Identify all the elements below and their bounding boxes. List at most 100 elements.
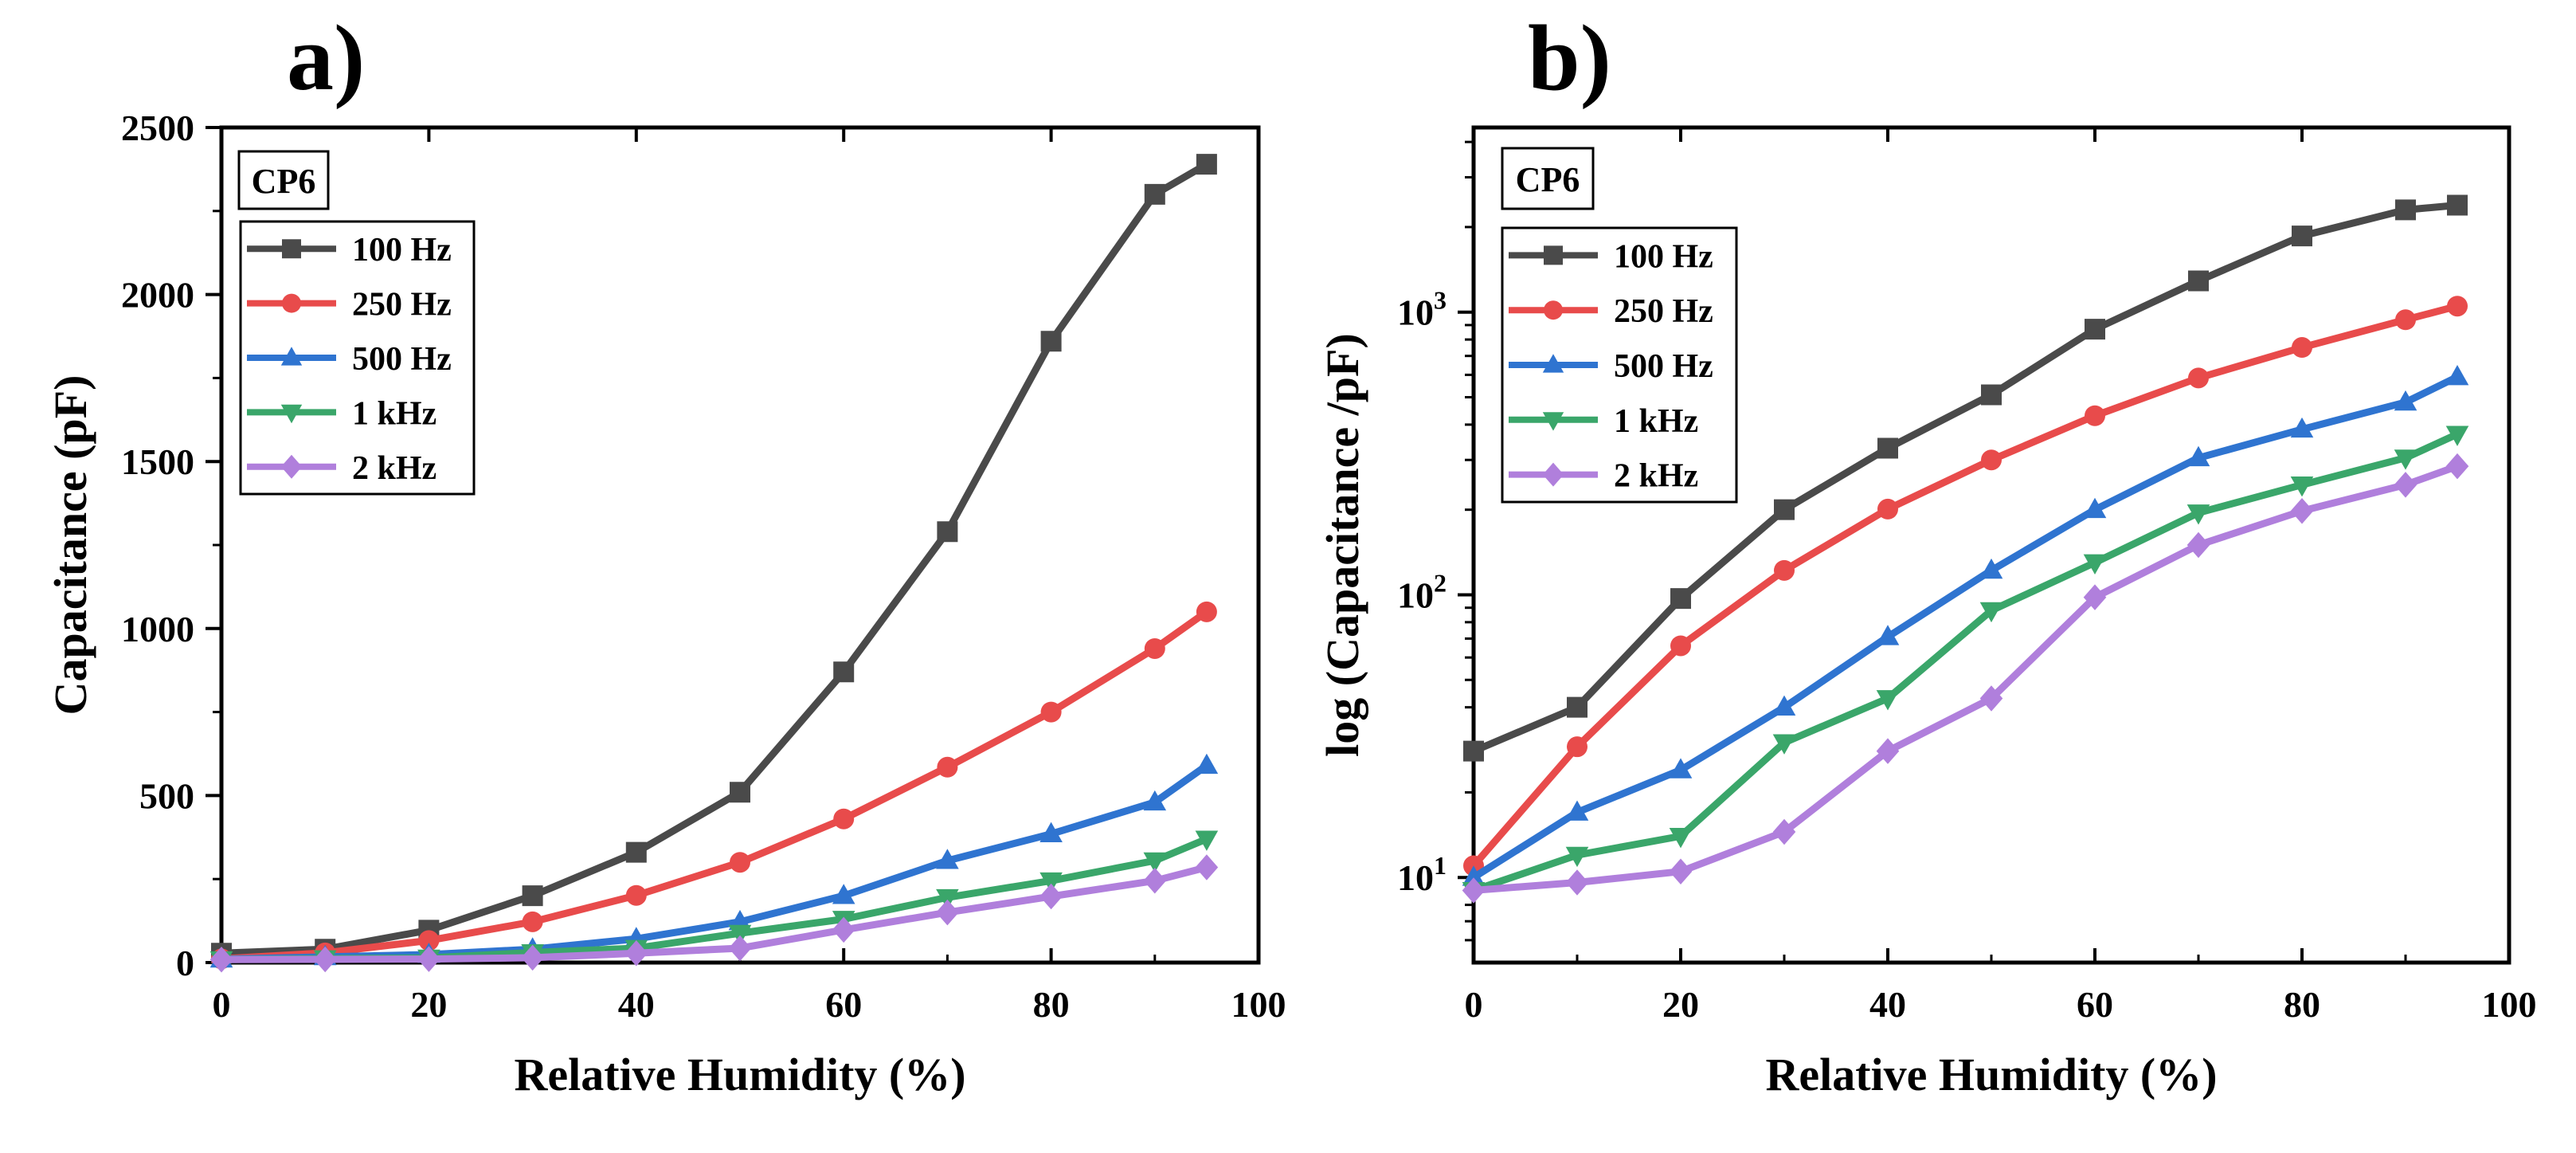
data-point xyxy=(1669,758,1693,778)
data-point xyxy=(522,885,543,907)
data-point xyxy=(832,884,855,904)
x-tick-label: 0 xyxy=(213,984,231,1025)
series-line xyxy=(221,762,1209,963)
data-point xyxy=(2395,199,2416,221)
data-point xyxy=(1774,559,1795,581)
legend-item: 100 Hz xyxy=(247,232,452,269)
legend-label: 2 kHz xyxy=(352,450,437,487)
data-point xyxy=(833,661,855,683)
y-axis-label: Capacitance (pF) xyxy=(45,375,96,716)
x-tick-label: 0 xyxy=(1465,984,1483,1025)
data-point xyxy=(313,946,337,973)
legend-item: 500 Hz xyxy=(247,341,452,378)
data-point xyxy=(1876,625,1900,645)
data-point xyxy=(2188,270,2209,292)
y-tick-label: 2000 xyxy=(121,275,194,316)
y-tick-label: 102 xyxy=(1397,568,1447,615)
x-tick-label: 40 xyxy=(618,984,655,1025)
data-point xyxy=(1565,846,1589,868)
data-point xyxy=(936,899,959,926)
data-point xyxy=(2394,390,2417,411)
y-tick-label: 500 xyxy=(139,775,194,816)
data-point xyxy=(2395,309,2416,331)
data-point xyxy=(1981,449,2002,471)
x-tick-label: 20 xyxy=(1662,984,1699,1025)
data-point xyxy=(1195,854,1219,880)
data-point xyxy=(1462,877,1486,904)
legend-marker xyxy=(282,293,301,313)
data-point xyxy=(730,782,750,803)
y-axis: 0 500 1000 1500 2000 2500 Capacitance (pF) xyxy=(45,108,221,983)
legend-marker xyxy=(1544,245,1563,265)
legend-marker xyxy=(282,239,301,259)
x-axis-label: Relative Humidity (%) xyxy=(514,1049,965,1100)
legend-label: 100 Hz xyxy=(1614,238,1713,275)
legend-label: 250 Hz xyxy=(1614,293,1713,330)
series-group xyxy=(1462,194,2469,904)
legend-marker xyxy=(1542,412,1564,431)
data-point xyxy=(209,946,233,973)
series-group xyxy=(209,154,1219,973)
x-axis-label: Relative Humidity (%) xyxy=(1765,1049,2217,1100)
legend-label: 1 kHz xyxy=(1614,403,1698,440)
legend-label: 500 Hz xyxy=(352,341,452,378)
panel-label: b) xyxy=(1528,6,1611,110)
y-axis-label: log (Capacitance /pF) xyxy=(1317,333,1368,757)
legend-title-frame xyxy=(1501,147,1595,210)
data-point xyxy=(625,841,647,863)
data-point xyxy=(832,916,855,943)
data-point xyxy=(936,849,959,869)
x-tick-label: 80 xyxy=(2284,984,2320,1025)
series-100-hz xyxy=(1463,194,2468,762)
legend: 100 Hz 250 Hz 500 Hz 1 kHz 2 kHz xyxy=(239,220,476,496)
legend-marker xyxy=(1542,462,1564,487)
x-axis: 0 20 40 60 80 100 Relative Humidity (%) xyxy=(1465,127,2537,1100)
data-point xyxy=(1565,800,1589,821)
legend-marker xyxy=(280,454,303,479)
data-point xyxy=(418,930,440,951)
data-point xyxy=(1144,183,1165,205)
legend-item: 1 kHz xyxy=(247,395,437,432)
data-point xyxy=(1143,868,1167,894)
y-tick-exponent: 2 xyxy=(1434,568,1447,597)
data-point xyxy=(417,946,440,972)
x-tick-label: 40 xyxy=(1869,984,1906,1025)
data-point xyxy=(1144,637,1165,659)
data-point xyxy=(2447,194,2468,216)
legend-item: 2 kHz xyxy=(247,450,437,487)
y-tick-exponent: 3 xyxy=(1434,286,1447,315)
data-point xyxy=(936,888,959,910)
data-point xyxy=(2085,405,2105,426)
legend-item: 2 kHz xyxy=(1509,458,1698,495)
series-2-khz xyxy=(209,854,1219,973)
legend-item: 500 Hz xyxy=(1509,348,1713,385)
data-point xyxy=(1143,790,1167,811)
legend-title-box: CP6 xyxy=(237,150,330,210)
legend-item: 1 kHz xyxy=(1509,403,1698,440)
y-tick-exponent: 1 xyxy=(1434,851,1447,880)
data-point xyxy=(1669,827,1693,849)
data-point xyxy=(2186,531,2210,559)
data-point xyxy=(1565,869,1589,896)
y-tick-label: 1000 xyxy=(121,609,194,649)
data-point xyxy=(1567,736,1587,758)
legend-title-frame xyxy=(237,150,330,210)
data-point xyxy=(2290,497,2314,524)
legend-label: 1 kHz xyxy=(352,395,437,432)
series-250-hz xyxy=(1463,296,2468,877)
legend-marker xyxy=(1542,354,1564,373)
data-point xyxy=(624,940,648,967)
data-point xyxy=(1195,830,1219,851)
data-point xyxy=(1772,695,1796,716)
data-point xyxy=(522,911,543,932)
data-point xyxy=(1039,883,1063,910)
data-point xyxy=(521,944,544,971)
data-point xyxy=(1039,872,1063,893)
legend-marker xyxy=(280,404,303,424)
data-point xyxy=(1981,384,2002,406)
legend-title: CP6 xyxy=(1516,160,1580,199)
data-point xyxy=(2394,449,2417,470)
series-line xyxy=(221,609,1209,963)
